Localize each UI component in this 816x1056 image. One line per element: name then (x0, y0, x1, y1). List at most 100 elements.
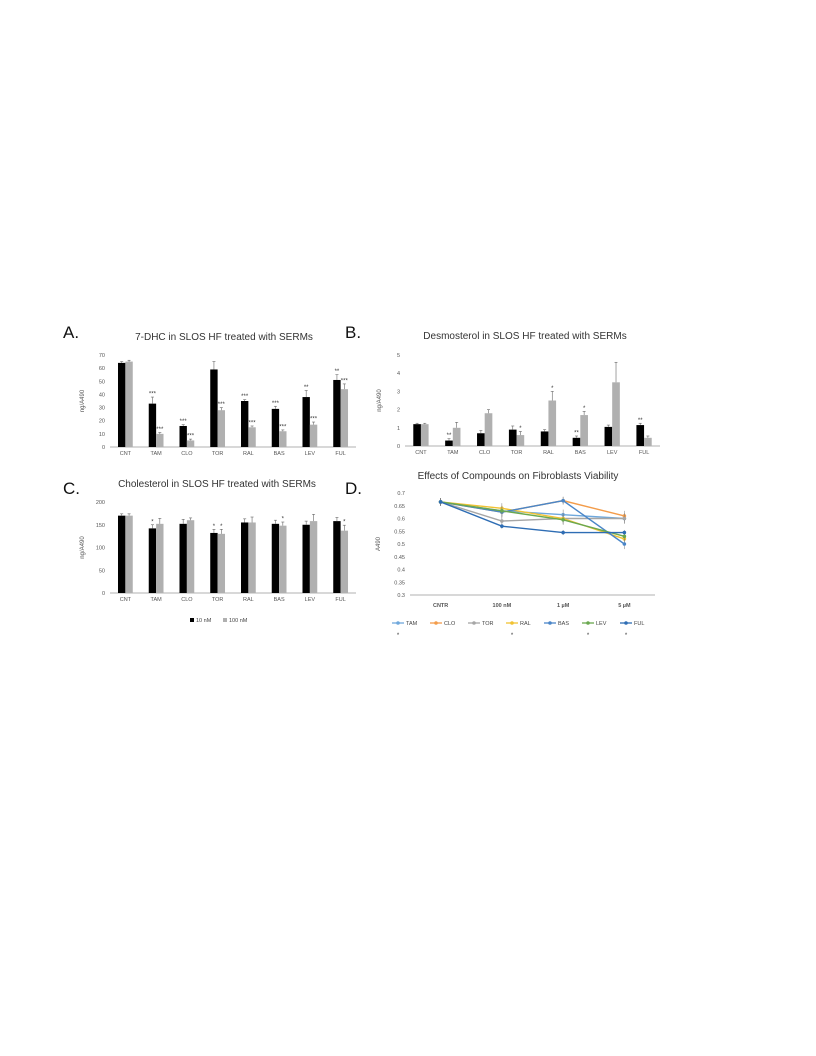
legend-marker (624, 621, 628, 625)
bar-10nm (572, 437, 581, 446)
y-tick-label: 70 (99, 353, 105, 359)
series-point-tor (622, 516, 627, 521)
bar-100nm (279, 525, 287, 593)
series-point-ful (561, 530, 565, 535)
significance-mark: * (220, 524, 223, 530)
x-tick-label: BAS (575, 450, 586, 456)
panel-letter-d: D. (345, 479, 362, 498)
bar-10nm (179, 523, 187, 593)
legend-swatch (190, 618, 194, 622)
series-point-lev (561, 517, 565, 522)
bar-100nm (612, 382, 620, 446)
significance-mark: * (519, 426, 522, 432)
y-tick-label: 150 (96, 523, 105, 529)
x-tick-label: CLO (479, 450, 491, 456)
legend-marker (548, 621, 552, 625)
bar-10nm (413, 424, 421, 446)
x-tick-label: 1 µM (557, 603, 570, 609)
bar-100nm (279, 431, 287, 447)
y-tick-label: 100 (96, 546, 105, 552)
bar-100nm (340, 530, 349, 593)
y-tick-label: 4 (397, 371, 400, 377)
y-axis-label: ng/A490 (80, 389, 86, 412)
series-line-tor (440, 501, 625, 522)
bar-10nm (210, 369, 218, 447)
series-point-tor (500, 519, 504, 523)
significance-mark: *** (241, 394, 249, 400)
series-point-ful (622, 530, 627, 535)
series-point-lev (500, 509, 504, 513)
bar-100nm (186, 520, 195, 593)
legend-label: FUL (634, 621, 644, 627)
bar-10nm (477, 433, 485, 446)
y-tick-label: 10 (99, 432, 105, 438)
chart-cholesterol: Cholesterol in SLOS HF treated with SERM… (80, 479, 356, 624)
x-tick-label: TOR (511, 450, 523, 456)
series-point-bas (622, 542, 627, 546)
significance-mark: * (551, 386, 554, 392)
x-tick-label: RAL (243, 451, 254, 457)
series-line-bas (440, 499, 625, 545)
significance-mark: ** (335, 369, 340, 375)
significance-mark: ** (447, 433, 452, 439)
legend-marker (586, 621, 590, 625)
x-tick-label: LEV (607, 450, 618, 456)
legend-label: TOR (482, 621, 494, 627)
bar-10nm (333, 521, 341, 593)
bar-10nm (508, 429, 517, 446)
legend-significance-mark: * (397, 633, 400, 639)
bar-10nm (302, 524, 310, 593)
significance-mark: *** (180, 419, 188, 425)
legend-label: 100 nM (229, 618, 248, 624)
legend-marker (434, 621, 438, 625)
bar-100nm (420, 424, 429, 446)
legend-label: RAL (520, 621, 531, 627)
y-tick-label: 0.7 (397, 491, 405, 497)
series-line-lev (440, 501, 625, 538)
significance-mark: *** (272, 401, 280, 407)
bar-10nm (117, 362, 126, 447)
y-tick-label: 50 (99, 568, 105, 574)
significance-mark: * (282, 517, 285, 523)
bar-100nm (156, 433, 164, 447)
y-tick-label: 0.45 (394, 555, 405, 561)
bar-100nm (156, 523, 164, 593)
significance-mark: * (213, 524, 216, 530)
y-tick-label: 20 (99, 419, 105, 425)
y-tick-label: 5 (397, 353, 400, 359)
bar-10nm (445, 440, 453, 446)
significance-mark: * (151, 519, 154, 525)
legend-significance-mark: * (625, 633, 628, 639)
legend-label: TAM (406, 621, 418, 627)
bar-100nm (484, 413, 493, 446)
legend-significance-mark: * (587, 633, 590, 639)
bar-100nm (125, 361, 133, 447)
bar-100nm (248, 427, 256, 447)
x-tick-label: FUL (335, 597, 345, 603)
panel-letter-a: A. (63, 323, 79, 342)
x-tick-label: CLO (181, 451, 193, 457)
y-tick-label: 0.5 (397, 542, 405, 548)
y-tick-label: 0.55 (394, 529, 405, 535)
x-tick-label: 5 µM (618, 603, 631, 609)
chart-title: Desmosterol in SLOS HF treated with SERM… (423, 331, 626, 342)
chart-title: 7-DHC in SLOS HF treated with SERMs (135, 332, 313, 343)
legend-significance-mark: * (511, 633, 514, 639)
y-tick-label: 0 (102, 591, 105, 597)
y-tick-label: 0 (102, 445, 105, 451)
bar-100nm (125, 515, 133, 593)
legend-label: LEV (596, 621, 607, 627)
legend-swatch (223, 618, 227, 622)
x-tick-label: 100 nM (493, 603, 512, 609)
y-tick-label: 3 (397, 389, 400, 395)
significance-mark: *** (218, 402, 226, 408)
y-axis-label: ng/A490 (377, 389, 383, 412)
x-tick-label: BAS (274, 451, 285, 457)
legend-label: BAS (558, 621, 569, 627)
y-axis-label: ng/A490 (80, 536, 86, 559)
significance-mark: *** (149, 392, 157, 398)
x-tick-label: BAS (274, 597, 285, 603)
x-tick-label: CNT (120, 597, 132, 603)
x-tick-label: LEV (305, 451, 316, 457)
